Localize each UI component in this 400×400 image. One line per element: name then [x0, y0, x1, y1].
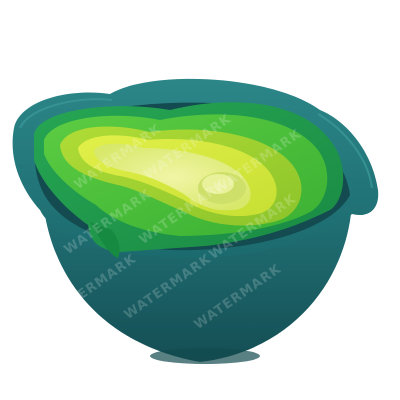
bowl-base [150, 348, 260, 364]
